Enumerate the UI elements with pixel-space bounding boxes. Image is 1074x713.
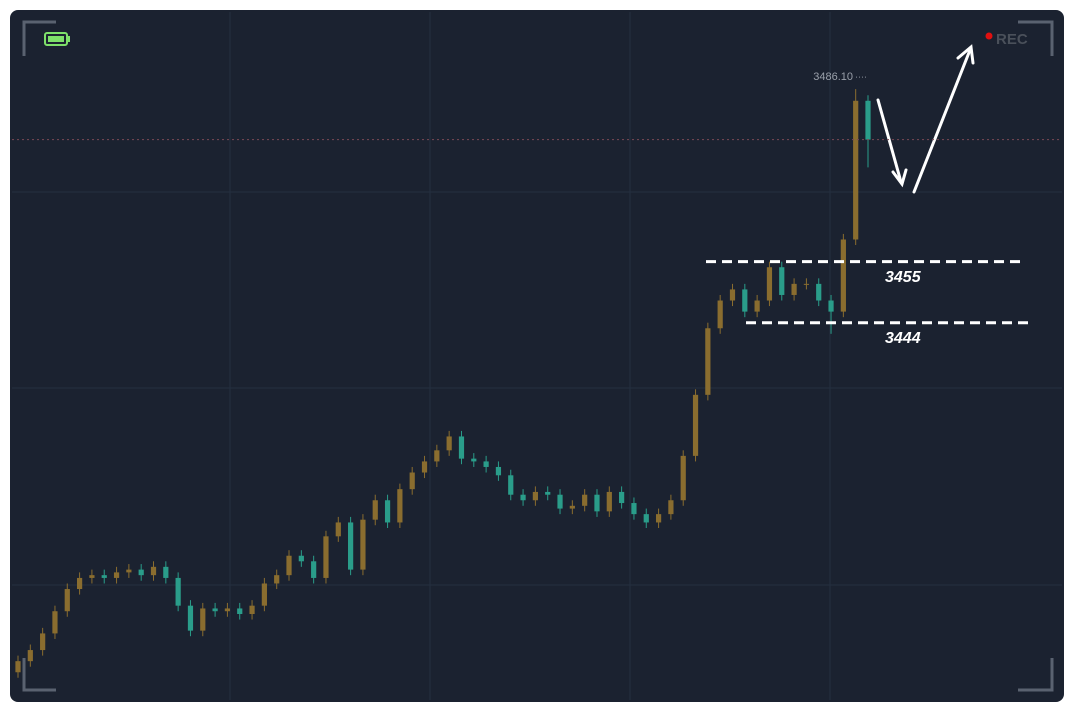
candle-body	[372, 500, 378, 520]
corner	[1018, 20, 1054, 56]
candle-body	[40, 633, 46, 651]
arrow-head	[956, 44, 975, 65]
candle-body	[569, 505, 575, 509]
candle-body	[643, 514, 649, 523]
corner	[22, 20, 56, 56]
candle-body	[397, 489, 403, 523]
candle-body	[286, 555, 292, 576]
candle-body	[545, 491, 551, 495]
candle-body	[483, 461, 489, 467]
candle-body	[557, 494, 563, 509]
candle-body	[113, 572, 120, 578]
candle-body	[803, 283, 810, 285]
corner	[1018, 658, 1054, 692]
candle-body	[175, 577, 181, 606]
candle-body	[680, 455, 686, 501]
candle-body	[89, 575, 95, 578]
candle-body	[212, 608, 218, 612]
rec-label: REC	[996, 31, 1028, 48]
candle-body	[200, 608, 206, 631]
chart-background	[10, 10, 1064, 702]
candle-body	[237, 608, 243, 614]
candles	[15, 89, 871, 678]
battery-tip	[68, 36, 70, 42]
candle-body	[766, 267, 773, 301]
candle-body	[384, 500, 391, 523]
candle-body	[742, 289, 748, 312]
candle-body	[655, 514, 662, 523]
candle-body	[791, 283, 797, 295]
candle-body	[532, 491, 538, 501]
arrow-down	[876, 98, 903, 184]
corner	[22, 658, 56, 692]
candle-body	[64, 589, 70, 612]
candle-body	[311, 561, 317, 578]
candle-body	[163, 566, 169, 578]
candle-body	[865, 100, 871, 140]
candle-body	[840, 239, 846, 312]
candle-body	[754, 300, 760, 312]
candle-body	[828, 300, 834, 312]
candle-body	[274, 575, 280, 584]
candle-body	[853, 100, 859, 240]
candle-body	[101, 575, 107, 578]
candle-body	[126, 569, 132, 573]
candle-body	[619, 491, 625, 504]
level-label: 3444	[885, 330, 921, 347]
candle-body	[348, 522, 354, 570]
arrow-head	[891, 168, 908, 188]
candle-body	[594, 494, 600, 512]
candle-body	[335, 522, 341, 537]
candle-body	[729, 289, 736, 301]
candle-body	[520, 494, 526, 501]
candle-body	[261, 583, 267, 606]
candle-body	[495, 466, 502, 476]
candle-body	[360, 519, 366, 570]
candle-body	[224, 608, 231, 612]
decorative-grid	[12, 12, 1062, 700]
candle-body	[52, 611, 58, 634]
high-marker-label: 3486.10	[813, 71, 853, 83]
arrow-up	[912, 48, 972, 194]
battery-level	[48, 36, 64, 42]
candle-body	[705, 328, 711, 395]
candle-body	[138, 569, 144, 576]
candle-body	[458, 436, 465, 459]
candle-body	[15, 661, 21, 673]
candle-body	[471, 458, 477, 462]
candle-body	[434, 450, 440, 462]
candle-body	[421, 461, 428, 473]
candle-body	[150, 566, 157, 576]
battery-body	[44, 32, 68, 46]
candle-body	[27, 650, 33, 662]
level-label: 3455	[885, 269, 922, 286]
candle-body	[409, 472, 415, 490]
battery-icon	[44, 32, 70, 46]
candle-body	[606, 491, 612, 512]
candle-body	[76, 577, 83, 590]
candle-body	[779, 267, 785, 295]
candle-body	[187, 605, 194, 631]
rec-dot	[985, 32, 993, 40]
candle-body	[508, 475, 514, 495]
candle-body	[692, 394, 699, 456]
candle-body	[323, 536, 329, 578]
candle-body	[717, 300, 723, 329]
candle-body	[631, 503, 637, 515]
arrows	[876, 44, 975, 194]
candle-body	[816, 283, 822, 301]
candle-body	[446, 436, 452, 451]
candle-body	[298, 555, 304, 562]
candle-body	[582, 494, 588, 506]
candle-body	[668, 500, 674, 515]
frame-corners	[22, 20, 1054, 692]
candle-body	[249, 605, 255, 614]
